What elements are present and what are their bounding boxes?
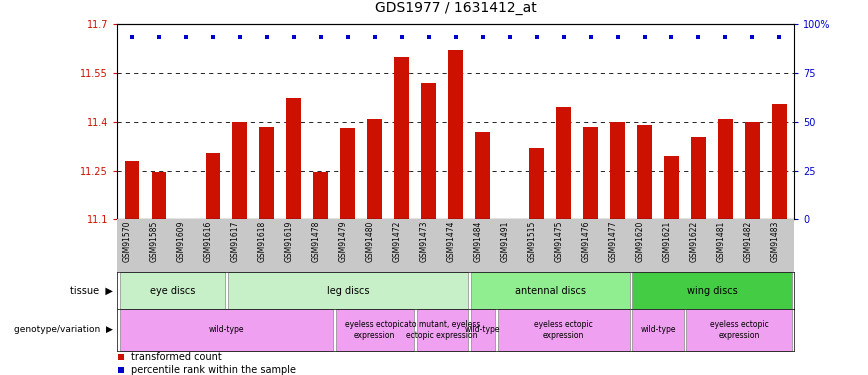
Text: GDS1977 / 1631412_at: GDS1977 / 1631412_at xyxy=(375,1,536,15)
Text: wild-type: wild-type xyxy=(208,326,244,334)
Bar xyxy=(125,161,140,219)
Text: wild-type: wild-type xyxy=(465,326,501,334)
Bar xyxy=(120,309,333,351)
Bar xyxy=(470,272,629,309)
Bar xyxy=(497,309,629,351)
Text: GSM91515: GSM91515 xyxy=(528,220,536,262)
Bar xyxy=(421,83,436,219)
Bar xyxy=(718,118,733,219)
Text: GSM91619: GSM91619 xyxy=(285,220,294,262)
Text: GSM91585: GSM91585 xyxy=(150,220,159,262)
Text: transformed count: transformed count xyxy=(131,352,221,363)
Bar xyxy=(772,104,786,219)
Text: eyeless ectopic
expression: eyeless ectopic expression xyxy=(345,320,404,340)
Text: GSM91483: GSM91483 xyxy=(771,220,779,262)
Text: GSM91472: GSM91472 xyxy=(392,220,402,262)
Text: GSM91475: GSM91475 xyxy=(555,220,563,262)
Bar xyxy=(233,122,247,219)
Text: GSM91618: GSM91618 xyxy=(258,220,266,262)
Bar xyxy=(417,309,468,351)
Bar xyxy=(529,148,544,219)
Bar xyxy=(476,132,490,219)
Text: antennal discs: antennal discs xyxy=(515,286,586,296)
Text: GSM91482: GSM91482 xyxy=(743,220,753,262)
Text: GSM91481: GSM91481 xyxy=(716,220,726,262)
Bar xyxy=(394,57,409,219)
Bar xyxy=(260,127,274,219)
Bar xyxy=(470,309,495,351)
Text: GSM91476: GSM91476 xyxy=(582,220,590,262)
Text: GSM91473: GSM91473 xyxy=(420,220,429,262)
Text: ato mutant, eyeless
ectopic expression: ato mutant, eyeless ectopic expression xyxy=(404,320,480,340)
Text: GSM91570: GSM91570 xyxy=(123,220,132,262)
Text: GSM91484: GSM91484 xyxy=(474,220,483,262)
Text: tissue  ▶: tissue ▶ xyxy=(70,286,113,296)
Text: GSM91478: GSM91478 xyxy=(312,220,321,262)
Text: eyeless ectopic
expression: eyeless ectopic expression xyxy=(709,320,768,340)
Bar xyxy=(206,153,220,219)
Text: GSM91474: GSM91474 xyxy=(447,220,456,262)
Text: eye discs: eye discs xyxy=(150,286,195,296)
Text: GSM91479: GSM91479 xyxy=(339,220,348,262)
Bar xyxy=(610,122,625,219)
Bar xyxy=(448,50,464,219)
Bar xyxy=(745,122,760,219)
Bar xyxy=(583,127,598,219)
Bar xyxy=(367,118,382,219)
Bar xyxy=(152,172,167,219)
Bar xyxy=(313,172,328,219)
Bar xyxy=(637,125,652,219)
Text: percentile rank within the sample: percentile rank within the sample xyxy=(131,364,296,375)
Text: genotype/variation  ▶: genotype/variation ▶ xyxy=(14,326,113,334)
Text: GSM91620: GSM91620 xyxy=(635,220,645,262)
Bar xyxy=(336,309,414,351)
Text: wing discs: wing discs xyxy=(687,286,737,296)
Bar xyxy=(120,272,225,309)
Bar xyxy=(286,98,301,219)
Text: GSM91621: GSM91621 xyxy=(662,220,672,262)
Text: GSM91616: GSM91616 xyxy=(204,220,213,262)
Bar xyxy=(687,309,792,351)
Text: wild-type: wild-type xyxy=(641,326,676,334)
Bar xyxy=(633,272,792,309)
Bar xyxy=(340,128,355,219)
Text: GSM91491: GSM91491 xyxy=(501,220,510,262)
Text: GSM91609: GSM91609 xyxy=(177,220,186,262)
Bar xyxy=(664,156,679,219)
Bar xyxy=(691,136,706,219)
Text: eyeless ectopic
expression: eyeless ectopic expression xyxy=(534,320,593,340)
Bar xyxy=(633,309,684,351)
Text: GSM91617: GSM91617 xyxy=(231,220,240,262)
Text: GSM91622: GSM91622 xyxy=(689,220,699,262)
Text: GSM91477: GSM91477 xyxy=(608,220,617,262)
Bar xyxy=(556,107,571,219)
Text: GSM91480: GSM91480 xyxy=(365,220,375,262)
Text: leg discs: leg discs xyxy=(326,286,369,296)
Bar xyxy=(227,272,468,309)
